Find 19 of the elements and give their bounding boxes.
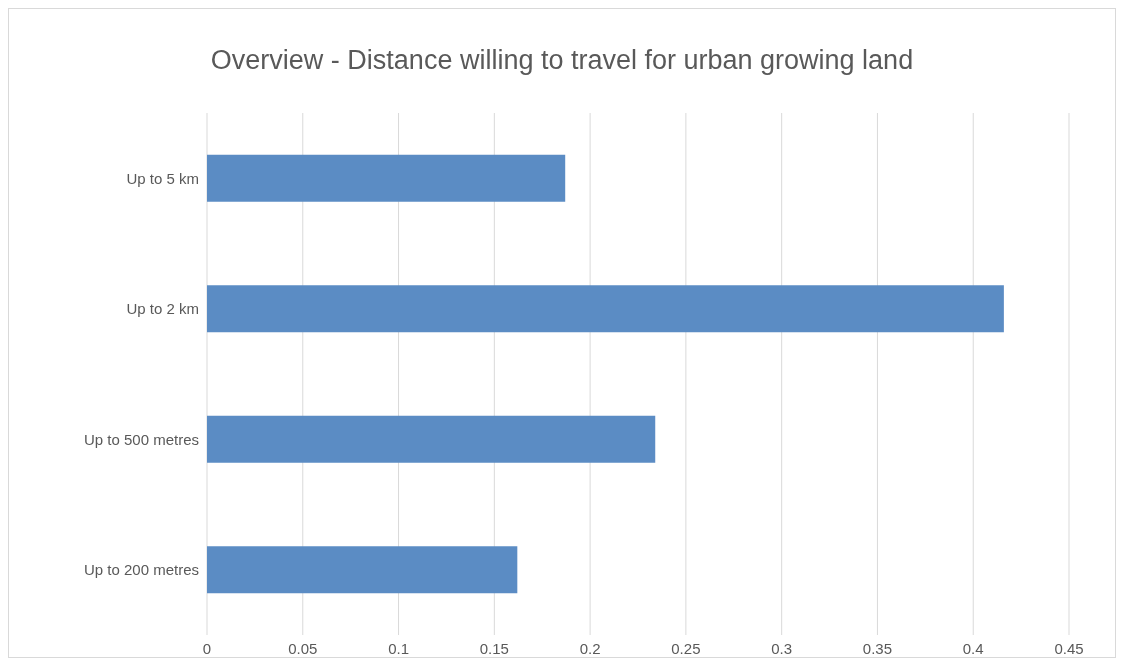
x-tick-label: 0.3 [771, 639, 793, 657]
x-tick-label: 0.1 [388, 639, 409, 657]
x-tick-label: 0.15 [479, 639, 509, 657]
y-tick-label: Up to 5 km [126, 169, 199, 187]
x-tick-label: 0 [202, 639, 212, 657]
bar [207, 154, 566, 202]
chart-title: Overview - Distance willing to travel for urban growing land [209, 44, 915, 77]
x-tick-label: 0.35 [862, 639, 893, 657]
x-tick-label: 0.4 [962, 639, 984, 657]
bar [207, 415, 656, 463]
y-tick-label: Up to 500 metres [83, 430, 199, 448]
bar [207, 546, 518, 594]
x-tick-label: 0.05 [288, 639, 318, 657]
y-tick-label: Up to 200 metres [83, 561, 199, 579]
y-tick-label: Up to 2 km [126, 300, 199, 318]
bar [207, 285, 1004, 333]
x-tick-label: 0.45 [1054, 639, 1084, 657]
x-tick-label: 0.25 [671, 639, 701, 657]
x-tick-label: 0.2 [579, 639, 601, 657]
